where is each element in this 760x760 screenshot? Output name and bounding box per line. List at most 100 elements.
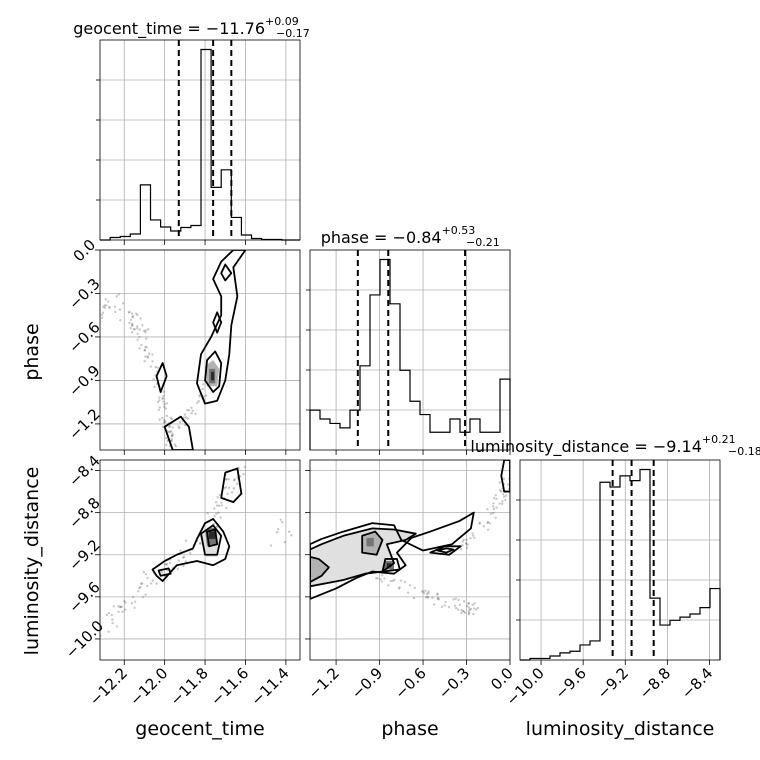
title-name: luminosity_distance =	[470, 437, 652, 457]
sample-point	[168, 431, 171, 434]
sample-point	[161, 416, 164, 420]
sample-point	[276, 528, 280, 531]
y-tick-label: −8.4	[65, 452, 103, 490]
sample-point	[243, 465, 247, 469]
sample-point	[220, 504, 223, 507]
sample-point	[199, 542, 202, 545]
x-tick-label: −9.2	[594, 664, 632, 702]
sample-point	[165, 436, 168, 440]
panel-frame	[99, 39, 301, 241]
sample-point	[189, 552, 192, 555]
sample-point	[171, 426, 174, 429]
sample-point	[108, 306, 111, 309]
sample-point	[462, 538, 465, 542]
sample-point	[498, 481, 502, 484]
sample-point	[465, 542, 468, 546]
sample-point	[454, 606, 458, 610]
sample-point	[465, 546, 469, 550]
panel-data	[100, 465, 293, 637]
sample-point	[492, 502, 495, 505]
sample-point	[225, 506, 228, 510]
sample-point	[182, 564, 185, 568]
sample-point	[413, 586, 417, 590]
sample-point	[463, 611, 467, 614]
contour-line	[436, 547, 455, 554]
sample-point	[461, 609, 465, 613]
sample-point	[168, 424, 172, 428]
title-minus: −0.18	[728, 445, 760, 458]
sample-point	[111, 621, 114, 625]
x-tick-label: −0.3	[435, 664, 473, 702]
sample-point	[130, 602, 134, 605]
panel-frame	[519, 459, 721, 661]
sample-point	[146, 576, 149, 580]
sample-point	[224, 486, 228, 489]
sample-point	[457, 608, 460, 611]
sample-point	[184, 539, 188, 542]
density-fill	[366, 537, 374, 547]
sample-point	[436, 592, 439, 595]
sample-point	[422, 591, 426, 595]
hist-panel-luminosity-distance	[516, 459, 721, 661]
sample-point	[197, 400, 201, 403]
sample-point	[502, 477, 506, 481]
sample-point	[131, 595, 135, 599]
sample-point	[144, 337, 148, 340]
sample-point	[432, 603, 436, 606]
sample-point	[129, 326, 132, 330]
histogram-geocent-time	[100, 48, 300, 241]
sample-point	[184, 560, 187, 563]
sample-point	[498, 489, 502, 492]
sample-point	[462, 600, 466, 603]
contour-line	[157, 567, 172, 577]
sample-point	[198, 395, 201, 398]
title-median: −11.76	[206, 19, 265, 38]
sample-point	[145, 345, 148, 349]
panel-frame	[99, 249, 301, 451]
contour-line	[310, 555, 330, 584]
y-tick-label: −9.2	[65, 536, 103, 574]
sample-point	[164, 420, 167, 423]
sample-point	[380, 574, 384, 577]
panel-frame	[99, 459, 301, 661]
sample-point	[151, 579, 154, 582]
y-tick-label: −0.6	[65, 318, 103, 356]
sample-point	[104, 298, 107, 301]
x-tick-label: −11.4	[247, 664, 292, 709]
xlabel-luminosity-distance: luminosity_distance	[526, 718, 715, 740]
sample-point	[427, 592, 430, 595]
title-phase: phase = −0.84+0.53 −0.21	[321, 224, 500, 249]
sample-point	[121, 610, 124, 614]
sample-point	[165, 414, 169, 418]
sample-point	[117, 293, 120, 296]
sample-point	[170, 435, 174, 438]
sample-point	[472, 612, 475, 616]
sample-point	[486, 508, 489, 511]
sample-point	[469, 607, 473, 611]
sample-point	[436, 596, 440, 600]
sample-point	[464, 541, 468, 545]
sample-point	[225, 478, 228, 481]
sample-point	[500, 502, 504, 506]
sample-point	[104, 304, 108, 307]
sample-point	[389, 579, 393, 583]
sample-point	[465, 538, 468, 541]
sample-point	[142, 595, 145, 599]
title-luminosity-distance: luminosity_distance = −9.14+0.21 −0.18	[470, 433, 760, 458]
x-tick-label: −1.2	[304, 664, 342, 702]
sample-point	[187, 409, 191, 412]
sample-point	[467, 613, 470, 616]
sample-point	[170, 434, 174, 437]
sample-point	[139, 582, 143, 585]
sample-point	[132, 327, 135, 331]
x-tick-label: −0.6	[391, 664, 429, 702]
sample-point	[138, 587, 141, 590]
sample-point	[165, 563, 168, 566]
sample-point	[425, 592, 429, 596]
sample-point	[502, 495, 506, 498]
sample-point	[164, 407, 167, 410]
sample-point	[157, 408, 160, 411]
sample-point	[112, 605, 116, 608]
panel-frame	[309, 459, 511, 661]
sample-point	[469, 537, 472, 540]
